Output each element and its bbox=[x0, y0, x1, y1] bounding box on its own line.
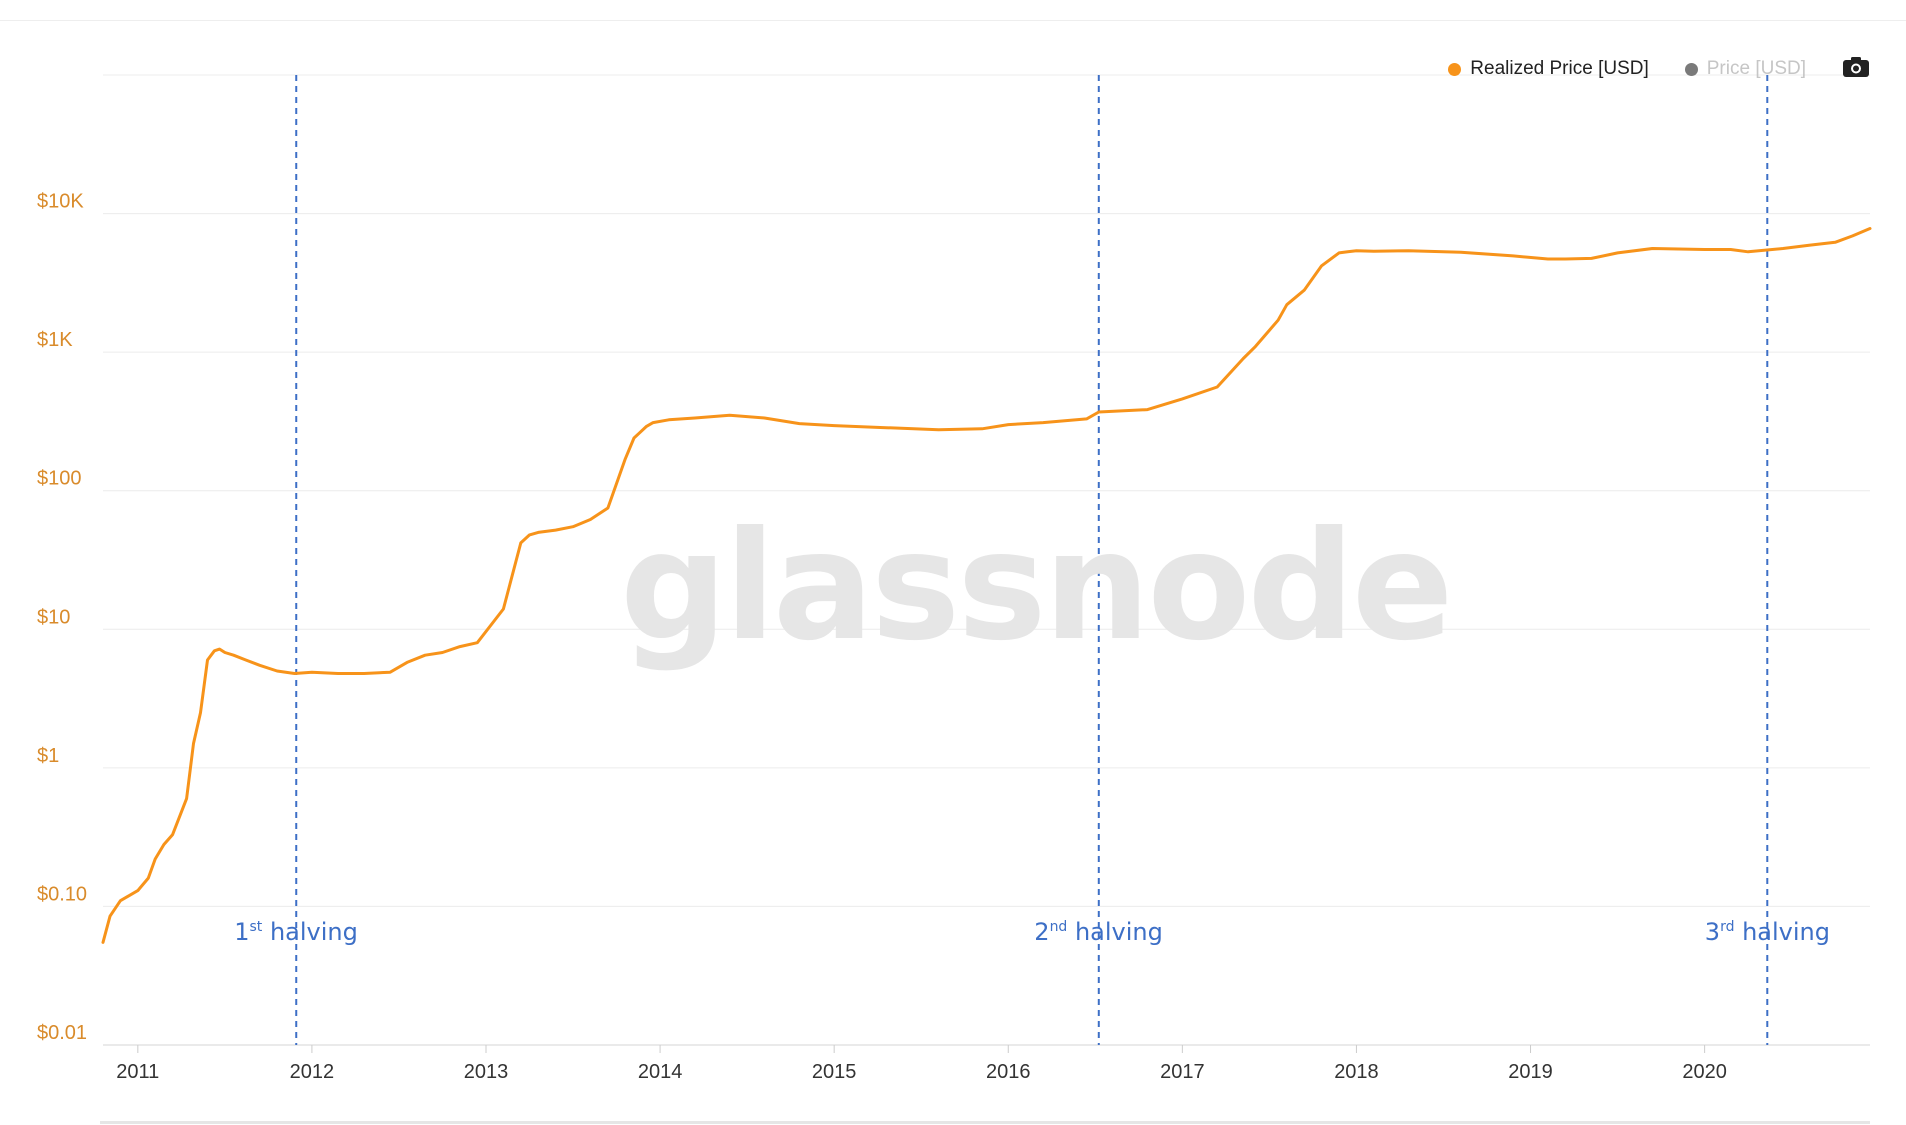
x-tick-label: 2019 bbox=[1508, 1061, 1553, 1083]
y-tick-label: $10 bbox=[37, 606, 70, 628]
glassnode-watermark: glassnode bbox=[620, 500, 1454, 674]
y-tick-label: $100 bbox=[37, 468, 82, 490]
bottom-scrollbar-track bbox=[100, 1121, 1870, 1124]
halving-ordinal-suffix: rd bbox=[1720, 919, 1735, 935]
halving-text: halving bbox=[262, 918, 358, 946]
gridlines bbox=[103, 74, 1870, 1046]
halving-ordinal: 2 bbox=[1034, 918, 1050, 946]
y-tick-label: $10K bbox=[37, 191, 84, 213]
halving-ordinal: 1 bbox=[234, 918, 250, 946]
x-tick-label: 2011 bbox=[116, 1061, 159, 1083]
x-tick-label: 2013 bbox=[464, 1061, 509, 1083]
halving-text: halving bbox=[1734, 918, 1830, 946]
y-tick-label: $1K bbox=[37, 329, 73, 351]
legend-label: Price [USD] bbox=[1706, 58, 1806, 79]
x-axis-ticks: 2011 2012 2013 2014 2015 2016 2017 2018 2019 2020 bbox=[116, 1045, 1727, 1083]
x-tick-label: 2012 bbox=[290, 1061, 335, 1083]
x-tick-label: 2017 bbox=[1160, 1061, 1205, 1083]
halving-text: halving bbox=[1067, 918, 1163, 946]
top-divider bbox=[0, 20, 1906, 21]
halving-label: 3rd halving bbox=[1705, 918, 1830, 946]
realized-price-line bbox=[101, 227, 1872, 944]
halving-label: 1st halving bbox=[234, 918, 358, 946]
halving-ordinal-suffix: st bbox=[249, 919, 263, 935]
y-tick-label: $1 bbox=[37, 745, 59, 767]
x-tick-label: 2016 bbox=[986, 1061, 1031, 1083]
legend-label: Realized Price [USD] bbox=[1470, 58, 1649, 79]
legend: Realized Price [USD] Price [USD] bbox=[1448, 58, 1806, 80]
legend-dot-icon bbox=[1448, 62, 1462, 76]
legend-item-realized-price[interactable]: Realized Price [USD] bbox=[1448, 58, 1649, 80]
camera-icon[interactable] bbox=[1842, 56, 1870, 78]
x-tick-label: 2018 bbox=[1334, 1061, 1379, 1083]
halving-ordinal-suffix: nd bbox=[1049, 919, 1068, 935]
x-tick-label: 2020 bbox=[1682, 1061, 1727, 1083]
halving-label: 2nd halving bbox=[1034, 918, 1163, 946]
legend-dot-icon bbox=[1684, 62, 1698, 76]
y-axis-ticks: $0.01 $0.10 $1 $10 $100 $1K $10K bbox=[37, 191, 87, 1044]
y-tick-label: $0.01 bbox=[37, 1022, 87, 1044]
y-tick-label: $0.10 bbox=[37, 883, 87, 905]
halving-lines bbox=[295, 75, 1769, 1045]
legend-item-price[interactable]: Price [USD] bbox=[1684, 58, 1806, 80]
x-tick-label: 2014 bbox=[638, 1061, 683, 1083]
halving-ordinal: 3 bbox=[1704, 918, 1721, 946]
x-tick-label: 2015 bbox=[812, 1061, 857, 1083]
